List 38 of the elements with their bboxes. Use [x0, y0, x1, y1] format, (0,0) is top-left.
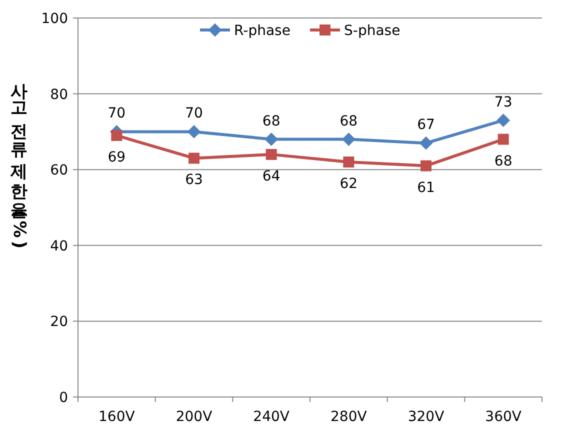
point	[420, 136, 432, 150]
point	[188, 152, 200, 164]
data-label: 68	[340, 113, 358, 130]
data-label: 70	[108, 106, 126, 122]
point	[496, 114, 510, 127]
y-tick-label: 100	[41, 11, 68, 27]
point	[188, 125, 200, 138]
y-tick-label: 0	[59, 390, 68, 406]
x-tick-label: 280V	[330, 409, 368, 425]
x-tick-label: 360V	[485, 409, 522, 425]
x-tick-label: 200V	[176, 409, 213, 425]
data-label: 63	[185, 172, 203, 188]
point	[266, 148, 277, 160]
y-tick-label: 40	[50, 238, 68, 254]
point	[343, 156, 354, 168]
point	[111, 130, 122, 141]
y-tick-label: 60	[50, 162, 68, 179]
data-label: 61	[417, 180, 435, 196]
data-label: 68	[494, 153, 512, 170]
x-tick-label: 240V	[253, 409, 290, 425]
data-label: 69	[108, 149, 126, 166]
point	[342, 132, 356, 146]
data-label: 68	[262, 113, 280, 130]
data-label: 67	[417, 117, 435, 134]
legend-label: S-phase	[344, 23, 400, 39]
point	[498, 134, 509, 145]
y-axis-title: 사고전류제한율(%)	[8, 70, 30, 254]
data-label: 73	[494, 94, 512, 110]
x-tick-label: 160V	[98, 409, 136, 425]
x-tick-label: 320V	[408, 409, 445, 425]
data-label: 64	[262, 168, 280, 184]
legend-label: R-phase	[234, 23, 290, 39]
point	[420, 160, 432, 172]
point	[264, 132, 278, 146]
data-label: 70	[185, 106, 203, 122]
y-tick-label: 20	[50, 314, 68, 330]
y-tick-label: 80	[50, 86, 68, 103]
data-label: 62	[340, 176, 358, 192]
